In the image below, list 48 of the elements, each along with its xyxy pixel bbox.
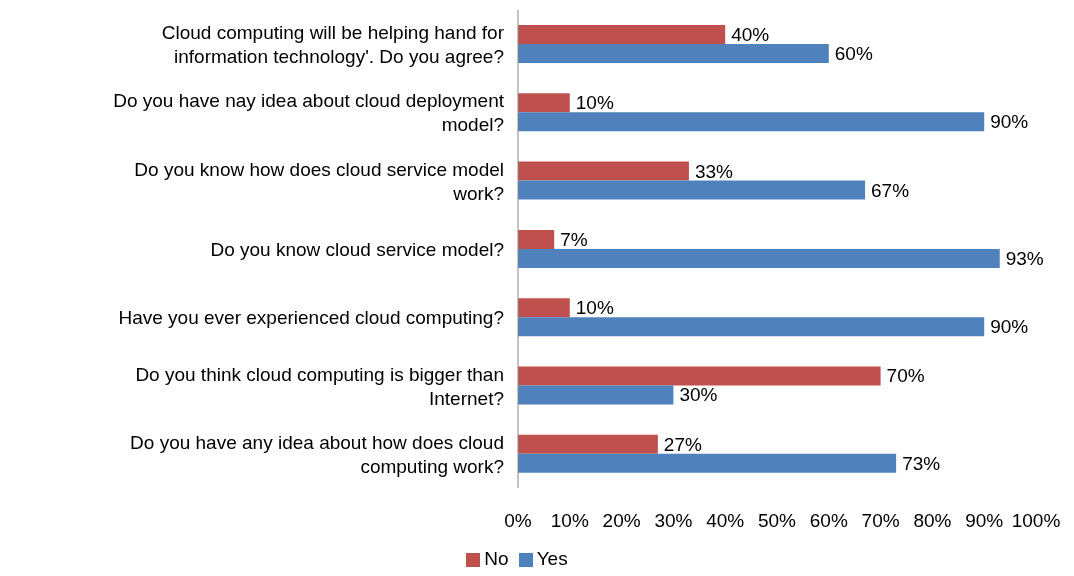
data-label: 10% <box>575 297 614 319</box>
x-tick-label: 90% <box>965 510 1004 532</box>
bar <box>518 44 829 64</box>
data-label: 70% <box>886 365 925 387</box>
data-label: 33% <box>694 160 734 182</box>
x-tick-label: 0% <box>504 510 532 532</box>
y-tick-label: Do you think cloud computing is bigger than Internet? <box>135 363 504 409</box>
data-label: 10% <box>575 92 614 114</box>
y-tick-label: Do you know how does cloud service model work? <box>134 158 504 204</box>
data-label: 27% <box>663 433 702 455</box>
x-tick-label: 50% <box>757 510 797 532</box>
bar <box>518 180 866 200</box>
bar <box>518 248 1000 268</box>
data-label: 7% <box>560 228 588 250</box>
x-tick-label: 30% <box>654 510 693 532</box>
x-tick-label: 20% <box>602 510 641 532</box>
data-label: 90% <box>990 316 1029 338</box>
data-label: 60% <box>834 43 873 65</box>
y-tick-label: Have you ever experienced cloud computing? <box>118 306 504 328</box>
x-tick-label: 60% <box>809 510 848 532</box>
data-label: 67% <box>871 179 910 201</box>
bar <box>518 366 881 386</box>
y-tick-label: Do you have any idea about how does cloud computing work? <box>130 431 504 477</box>
x-tick-label: 70% <box>861 510 900 532</box>
bar <box>518 161 689 181</box>
legend-label: Yes <box>536 548 568 569</box>
data-label: 93% <box>1005 247 1044 269</box>
bar <box>518 385 674 405</box>
data-label: 40% <box>731 24 770 46</box>
data-label: 73% <box>902 452 941 474</box>
bar <box>518 453 897 473</box>
x-tick-label: 10% <box>550 510 589 532</box>
y-tick-label: Do you have nay idea about cloud deployment model? <box>113 89 505 135</box>
bar <box>518 25 726 45</box>
legend-label: No <box>484 548 509 569</box>
data-label: 30% <box>679 384 718 406</box>
x-tick-label: 40% <box>706 510 745 532</box>
y-tick-label: Cloud computing will be helping hand for information technology'. Do you agree? <box>161 21 505 67</box>
bar <box>518 434 658 454</box>
x-tick-label: 100% <box>1011 510 1061 532</box>
data-label: 90% <box>990 111 1029 133</box>
bar <box>518 93 570 113</box>
bar <box>518 112 985 132</box>
x-tick-label: 80% <box>913 510 952 532</box>
bar <box>518 229 555 249</box>
y-tick-label: Do you know cloud service model? <box>210 238 504 260</box>
bar <box>518 317 985 337</box>
bar <box>518 298 570 318</box>
